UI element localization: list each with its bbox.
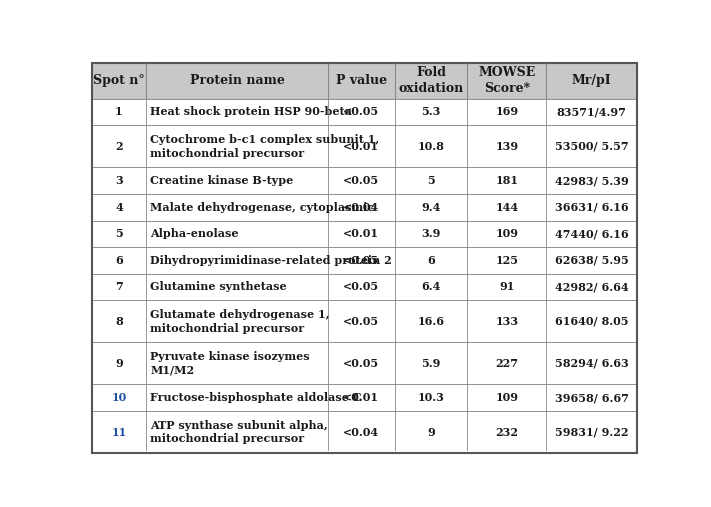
Text: 6: 6	[427, 255, 435, 266]
Text: 125: 125	[496, 255, 518, 266]
Text: 10.3: 10.3	[417, 392, 444, 403]
Text: Protein name: Protein name	[190, 74, 284, 87]
Bar	[92, 274, 637, 300]
Text: 42982/ 6.64: 42982/ 6.64	[555, 281, 629, 293]
Text: <0.05: <0.05	[343, 316, 380, 327]
Text: 9: 9	[115, 358, 123, 369]
Text: Dihydropyrimidinase-related protein 2: Dihydropyrimidinase-related protein 2	[150, 255, 392, 266]
Text: 144: 144	[496, 202, 518, 213]
Text: 42983/ 5.39: 42983/ 5.39	[555, 175, 629, 186]
Text: Malate dehydrogenase, cytoplasmic: Malate dehydrogenase, cytoplasmic	[150, 202, 375, 213]
Bar	[92, 221, 637, 247]
Text: 5.9: 5.9	[422, 358, 441, 369]
Text: 109: 109	[496, 392, 518, 403]
Text: Fructose-bisphosphate aldolase C: Fructose-bisphosphate aldolase C	[150, 392, 362, 403]
Text: <0.05: <0.05	[343, 255, 380, 266]
Text: <0.04: <0.04	[343, 426, 380, 438]
Bar	[92, 411, 637, 453]
Text: 10: 10	[112, 392, 127, 403]
Text: 59831/ 9.22: 59831/ 9.22	[555, 426, 629, 438]
Text: Alpha-enolase: Alpha-enolase	[150, 228, 238, 239]
Text: 91: 91	[499, 281, 515, 293]
Bar	[92, 247, 637, 274]
Text: 16.6: 16.6	[417, 316, 444, 327]
Text: <0.05: <0.05	[343, 358, 380, 369]
Text: 181: 181	[496, 175, 518, 186]
Bar	[92, 125, 637, 167]
Text: 5.3: 5.3	[422, 106, 441, 118]
Text: 36631/ 6.16: 36631/ 6.16	[555, 202, 629, 213]
Text: 139: 139	[496, 141, 518, 152]
Text: 169: 169	[496, 106, 518, 118]
Text: Cytochrome b-c1 complex subunit 1,
mitochondrial precursor: Cytochrome b-c1 complex subunit 1, mitoc…	[150, 134, 379, 159]
Text: 3.9: 3.9	[422, 228, 441, 239]
Text: 8: 8	[115, 316, 123, 327]
Text: 53500/ 5.57: 53500/ 5.57	[555, 141, 629, 152]
Bar	[92, 99, 637, 125]
Text: Spot n°: Spot n°	[93, 74, 145, 87]
Text: <0.04: <0.04	[343, 202, 380, 213]
Text: 2: 2	[115, 141, 123, 152]
Text: 39658/ 6.67: 39658/ 6.67	[555, 392, 629, 403]
Text: 3: 3	[115, 175, 123, 186]
Text: <0.01: <0.01	[343, 392, 380, 403]
Text: 9.4: 9.4	[422, 202, 441, 213]
Text: 1: 1	[115, 106, 123, 118]
Text: MOWSE
Score*: MOWSE Score*	[479, 66, 535, 95]
Text: 10.8: 10.8	[417, 141, 444, 152]
Text: 6: 6	[115, 255, 123, 266]
Text: <0.01: <0.01	[343, 228, 380, 239]
Text: 6.4: 6.4	[422, 281, 441, 293]
Text: 232: 232	[496, 426, 518, 438]
Text: Creatine kinase B-type: Creatine kinase B-type	[150, 175, 294, 186]
Text: ATP synthase subunit alpha,
mitochondrial precursor: ATP synthase subunit alpha, mitochondria…	[150, 420, 328, 445]
Text: 133: 133	[496, 316, 518, 327]
Text: Glutamine synthetase: Glutamine synthetase	[150, 281, 287, 293]
Text: 62638/ 5.95: 62638/ 5.95	[555, 255, 629, 266]
Text: 4: 4	[115, 202, 123, 213]
Bar	[92, 194, 637, 221]
Text: 5: 5	[427, 175, 435, 186]
Text: 9: 9	[427, 426, 435, 438]
Text: 227: 227	[496, 358, 518, 369]
Text: <0.05: <0.05	[343, 106, 380, 118]
Text: <0.05: <0.05	[343, 281, 380, 293]
Bar	[92, 63, 637, 99]
Text: Glutamate dehydrogenase 1,
mitochondrial precursor: Glutamate dehydrogenase 1, mitochondrial…	[150, 309, 329, 334]
Text: 7: 7	[115, 281, 123, 293]
Text: 61640/ 8.05: 61640/ 8.05	[555, 316, 629, 327]
Bar	[92, 167, 637, 194]
Bar	[92, 384, 637, 411]
Text: <0.05: <0.05	[343, 175, 380, 186]
Text: Pyruvate kinase isozymes
M1/M2: Pyruvate kinase isozymes M1/M2	[150, 351, 310, 376]
Bar	[92, 300, 637, 342]
Text: Heat shock protein HSP 90-beta: Heat shock protein HSP 90-beta	[150, 106, 352, 118]
Text: 58294/ 6.63: 58294/ 6.63	[555, 358, 629, 369]
Text: 109: 109	[496, 228, 518, 239]
Text: P value: P value	[336, 74, 387, 87]
Text: <0.01: <0.01	[343, 141, 380, 152]
Text: 5: 5	[115, 228, 123, 239]
Bar	[92, 342, 637, 384]
Text: Fold
oxidation: Fold oxidation	[398, 66, 464, 95]
Text: 83571/4.97: 83571/4.97	[557, 106, 626, 118]
Text: Mr/pI: Mr/pI	[572, 74, 611, 87]
Text: 47440/ 6.16: 47440/ 6.16	[555, 228, 629, 239]
Text: 11: 11	[112, 426, 127, 438]
